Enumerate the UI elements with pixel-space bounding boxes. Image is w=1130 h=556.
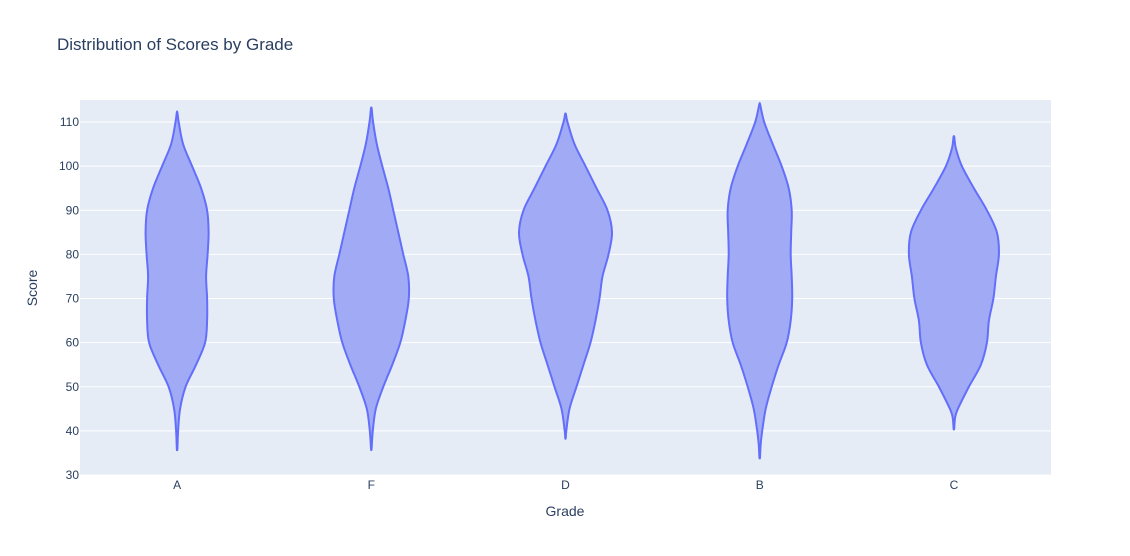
y-tick-labels: 30 40 50 60 70 80 90 100 110: [59, 115, 79, 482]
x-tick-label-a: A: [173, 478, 181, 492]
violin-b[interactable]: [726, 102, 794, 460]
y-tick-label: 30: [66, 468, 80, 482]
x-tick-label-c: C: [950, 478, 959, 492]
y-tick-label: 60: [66, 336, 80, 350]
y-tick-label: 100: [59, 159, 79, 173]
x-tick-label-b: B: [756, 478, 764, 492]
violin-d[interactable]: [517, 112, 614, 440]
violin-f[interactable]: [332, 106, 411, 452]
y-axis-title: Score: [24, 270, 40, 307]
x-tick-label-f: F: [368, 478, 375, 492]
x-tick-label-d: D: [561, 478, 570, 492]
y-tick-label: 40: [66, 424, 80, 438]
x-axis-title: Grade: [546, 503, 585, 519]
y-tick-label: 70: [66, 292, 80, 306]
y-tick-label: 80: [66, 247, 80, 261]
chart-title: Distribution of Scores by Grade: [57, 35, 293, 54]
y-tick-label: 110: [60, 115, 79, 129]
violin-a[interactable]: [144, 110, 210, 452]
violins: [144, 102, 1000, 460]
violin-c[interactable]: [907, 135, 1000, 431]
y-tick-label: 90: [66, 203, 80, 217]
y-tick-label: 50: [66, 380, 80, 394]
